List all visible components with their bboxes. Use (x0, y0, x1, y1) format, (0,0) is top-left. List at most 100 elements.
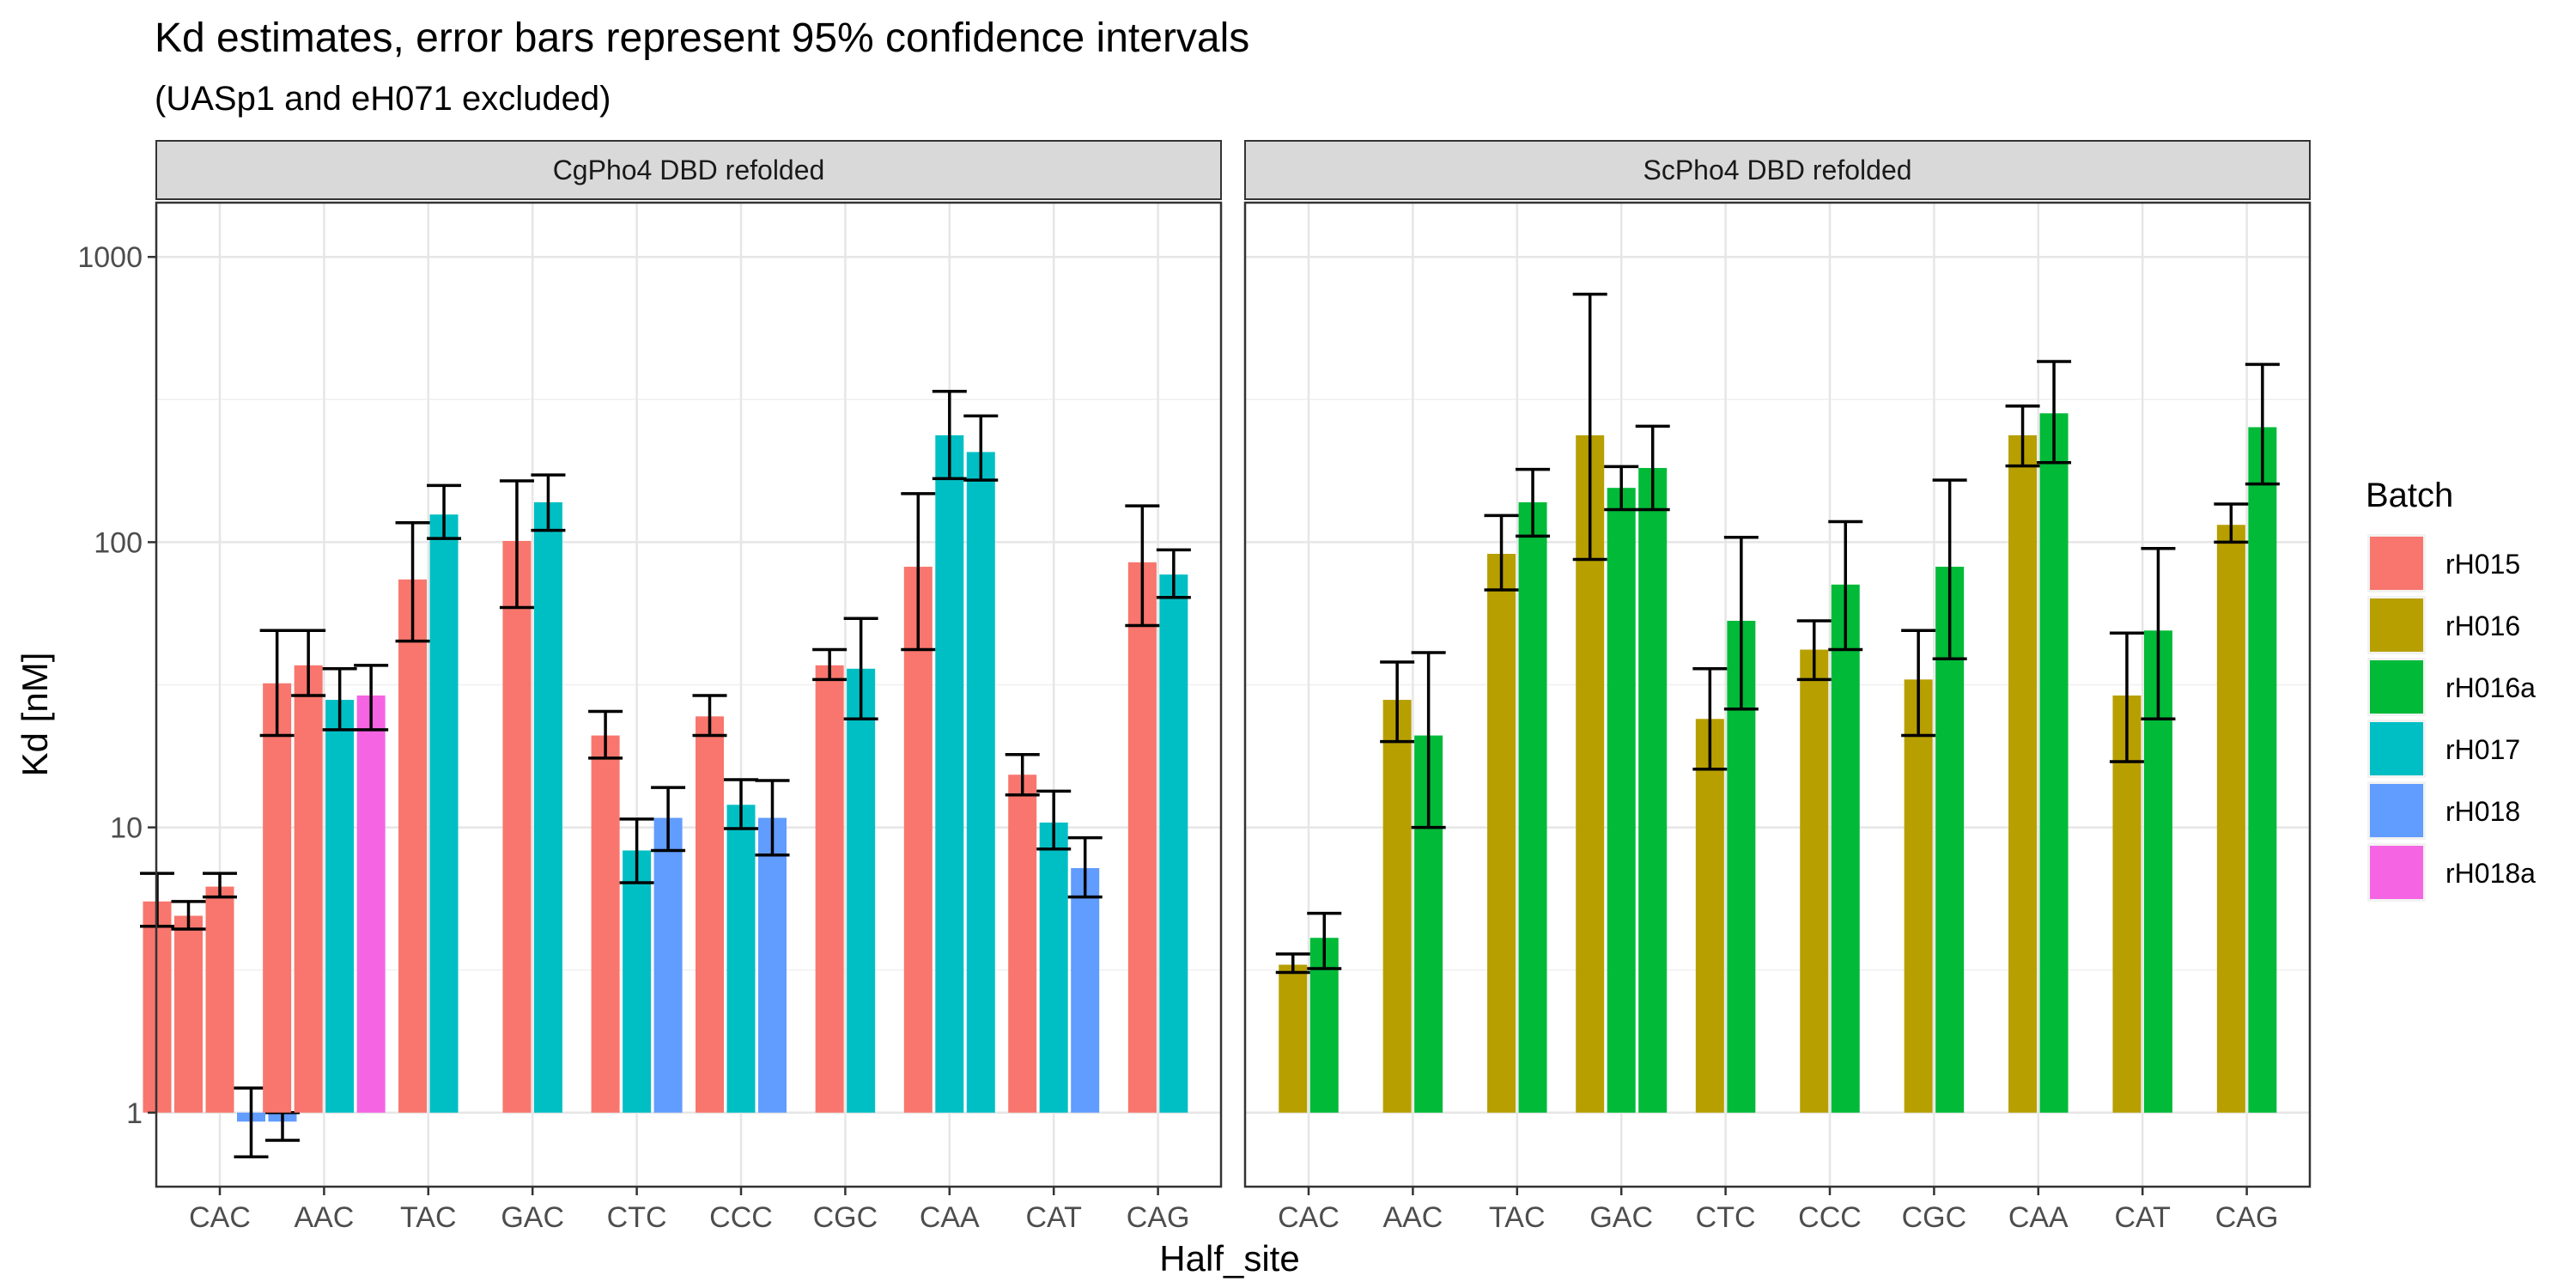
error-bar (1901, 629, 1936, 738)
x-tick-label: CTC (1696, 1201, 1756, 1234)
error-bar (1036, 789, 1072, 851)
error-bar (2109, 631, 2144, 763)
bar (2008, 434, 2038, 1113)
error-bar (1796, 619, 1832, 682)
bar (2039, 413, 2069, 1113)
error-bar (843, 617, 878, 721)
bar (2112, 695, 2142, 1113)
x-tick-label: TAC (400, 1201, 456, 1234)
legend-label: rH018a (2445, 858, 2536, 889)
error-bar (1380, 660, 1415, 744)
error-bar (1932, 478, 1967, 660)
x-tick-label: TAC (1489, 1201, 1545, 1234)
bar (398, 579, 428, 1113)
error-bar (291, 629, 326, 697)
bar (1638, 468, 1668, 1113)
error-bar (692, 694, 727, 738)
chart-title: Kd estimates, error bars represent 95% c… (155, 15, 1249, 61)
error-bar (1723, 535, 1759, 711)
error-bar (1307, 911, 1342, 970)
bar (533, 501, 562, 1113)
panel-border (155, 201, 1223, 1188)
error-bar (322, 667, 357, 732)
error-bar (963, 414, 999, 482)
x-tick-label: AAC (294, 1201, 354, 1234)
x-tick-label: CCC (709, 1201, 773, 1234)
bar (2248, 427, 2277, 1113)
bar (1279, 964, 1308, 1113)
error-bar (619, 817, 654, 884)
bar (502, 540, 532, 1113)
error-bar (651, 786, 686, 853)
bar (1071, 867, 1100, 1113)
x-tick-label: GAC (501, 1201, 564, 1234)
error-bar (499, 479, 534, 610)
x-tick-label: GAC (1589, 1201, 1653, 1234)
bar (325, 700, 355, 1113)
bar (726, 805, 756, 1113)
y-axis-title: Kd [nM] (15, 653, 55, 777)
legend-key (2370, 722, 2423, 775)
error-bar (1828, 519, 1863, 652)
facet-strip (155, 140, 1222, 200)
bar (653, 817, 683, 1113)
legend-title: Batch (2366, 477, 2453, 514)
error-bar (1604, 465, 1639, 512)
chart-subtitle: (UASp1 and eH071 excluded) (155, 80, 611, 118)
error-bar (2005, 404, 2040, 468)
y-tick-label: 1000 (77, 241, 143, 274)
bar (174, 915, 203, 1113)
x-tick-label: CAG (2215, 1201, 2279, 1234)
facet-strip (1244, 140, 2311, 200)
x-tick-label: CAA (920, 1201, 980, 1234)
error-bar (1005, 753, 1040, 797)
bar (1382, 700, 1412, 1113)
bar (591, 735, 620, 1113)
bar (623, 850, 652, 1113)
bar (1487, 554, 1516, 1113)
bar (903, 567, 933, 1113)
error-bar (531, 473, 566, 532)
legend-key (2370, 846, 2423, 899)
x-tick-label: CAC (189, 1201, 251, 1234)
bar (935, 434, 964, 1113)
error-bar (1484, 513, 1519, 592)
bar (1831, 584, 1860, 1113)
bar (1039, 822, 1068, 1113)
legend-key (2370, 660, 2423, 714)
bar (205, 886, 234, 1113)
y-axis: 1 10 100 1000 (77, 241, 156, 1130)
x-tick-label: AAC (1382, 1201, 1443, 1234)
error-bar (932, 389, 967, 481)
x-axis: CAC AAC TAC GAC CTC CCC CGC CAA CAT CAG CAC AAC TAC G… (189, 1187, 2278, 1234)
bar (966, 452, 995, 1113)
error-bar (901, 492, 936, 652)
x-tick-label: CAG (1127, 1201, 1190, 1234)
error-bar (171, 900, 206, 931)
x-tick-label: CGC (813, 1201, 878, 1234)
bar (1904, 679, 1933, 1113)
error-bar (395, 521, 430, 643)
error-bar (427, 483, 462, 540)
panels: CgPho4 DBD refolded ScPho4 DBD refolded (140, 140, 2312, 1188)
x-tick-label: CAT (2114, 1201, 2170, 1234)
error-bar (1635, 424, 1670, 512)
error-bar (1275, 952, 1310, 975)
legend-key (2370, 598, 2423, 652)
error-bar (2141, 547, 2176, 721)
legend-label: rH016a (2445, 672, 2536, 703)
error-bar (1125, 504, 1160, 628)
bar (263, 683, 292, 1113)
panel-border (1243, 201, 2312, 1188)
x-tick-label: CCC (1798, 1201, 1862, 1234)
bar (1008, 775, 1037, 1113)
legend-label: rH017 (2445, 734, 2520, 765)
facet-panel: ScPho4 DBD refolded (1243, 140, 2312, 1188)
bar (758, 817, 787, 1113)
error-bar (1692, 667, 1728, 771)
legend-label: rH018 (2445, 796, 2520, 827)
error-bar (812, 647, 848, 682)
error-bar (2245, 362, 2280, 486)
error-bar (724, 778, 758, 830)
